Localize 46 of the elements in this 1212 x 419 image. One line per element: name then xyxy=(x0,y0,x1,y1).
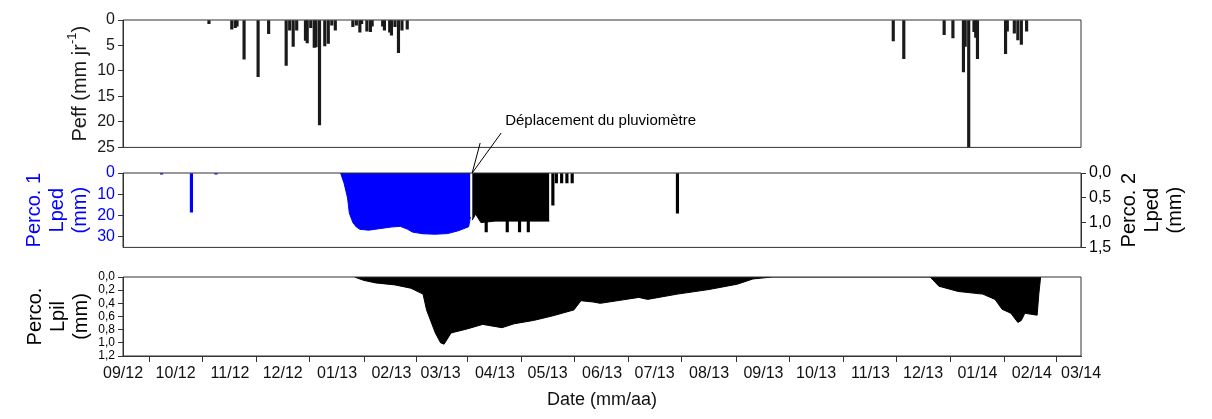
y-tick-label: 15 xyxy=(97,86,116,104)
y-tick-label: 30 xyxy=(97,227,116,245)
x-tick-label: 11/12 xyxy=(210,364,250,382)
y-tick-label: 0 xyxy=(106,10,116,28)
y2-tick-label: 0,0 xyxy=(1089,163,1112,181)
y-tick-label: 20 xyxy=(97,205,116,223)
x-tick-label: 01/14 xyxy=(957,364,998,382)
y-tick-label: 0,0 xyxy=(98,269,116,284)
x-tick-label: 05/13 xyxy=(527,364,568,382)
y-axis-title: Perco. Lpil (mm) xyxy=(23,287,92,346)
y2-axis-title: Perco. 2 Lped (mm) xyxy=(1117,172,1186,248)
y-tick-label: 0,4 xyxy=(98,295,116,310)
x-tick-label: 10/13 xyxy=(796,364,837,382)
y-tick-label: 1,0 xyxy=(98,335,116,350)
y-tick-label: 5 xyxy=(106,35,116,53)
y-tick-label: 1,2 xyxy=(98,348,116,363)
x-tick-label: 09/12 xyxy=(102,364,144,382)
y2-tick-label: 0,5 xyxy=(1089,188,1112,206)
y-tick-label: 0,8 xyxy=(98,321,116,336)
x-axis-title: Date (mm/aa) xyxy=(546,389,658,410)
y-tick-label: 0,6 xyxy=(98,308,116,323)
y2-tick-label: 1,0 xyxy=(1089,213,1112,231)
y-tick-label: 0 xyxy=(106,163,116,181)
y-tick-label: 25 xyxy=(97,137,116,155)
y-axis-title: Peff (mm jr-1) xyxy=(64,25,91,142)
x-tick-label: 06/13 xyxy=(581,364,623,382)
x-tick-label: 02/13 xyxy=(371,364,412,382)
x-tick-label: 03/14 xyxy=(1060,364,1102,382)
x-tick-label: 04/13 xyxy=(474,364,516,382)
x-tick-label: 12/13 xyxy=(903,364,944,382)
x-tick-label: 11/13 xyxy=(851,364,890,382)
x-tick-label: 12/12 xyxy=(262,364,303,382)
x-tick-label: 08/13 xyxy=(689,364,730,382)
x-tick-label: 10/12 xyxy=(155,364,196,382)
x-tick-label: 07/13 xyxy=(634,364,675,382)
x-tick-label: 03/13 xyxy=(420,364,461,382)
y-tick-label: 0,2 xyxy=(98,282,116,297)
y-axis-title: Perco. 1 Lped (mm) xyxy=(22,172,91,248)
y-tick-label: 20 xyxy=(97,112,116,130)
x-tick-label: 02/14 xyxy=(1011,364,1052,382)
x-tick-label: 01/13 xyxy=(317,364,358,382)
y-tick-label: 10 xyxy=(97,184,116,202)
y2-tick-label: 1,5 xyxy=(1089,237,1112,255)
annotation: Déplacement du pluviomètre xyxy=(505,111,697,129)
y-tick-label: 10 xyxy=(97,61,116,79)
x-tick-label: 09/13 xyxy=(743,364,784,382)
